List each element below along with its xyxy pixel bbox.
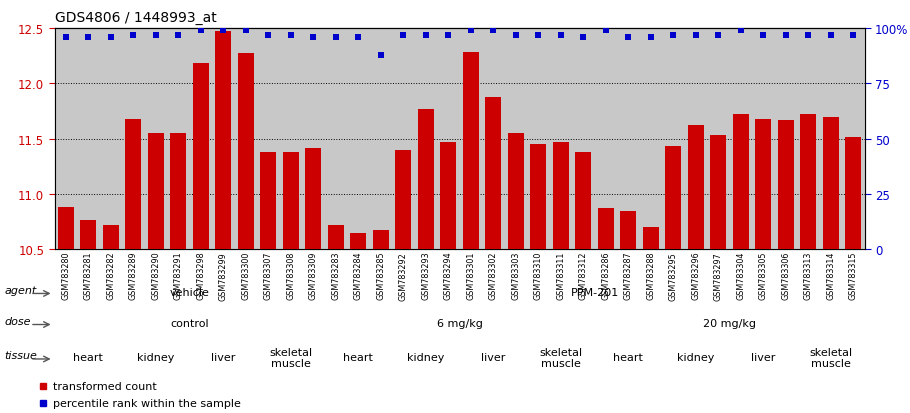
Bar xyxy=(733,115,749,250)
Bar xyxy=(415,29,437,250)
Text: agent: agent xyxy=(5,286,36,296)
Text: liver: liver xyxy=(211,352,236,362)
Text: transformed count: transformed count xyxy=(53,381,157,391)
Bar xyxy=(460,29,482,250)
Bar xyxy=(58,208,74,250)
Bar xyxy=(575,153,592,250)
Bar xyxy=(126,119,141,250)
Text: 20 mg/kg: 20 mg/kg xyxy=(703,318,756,328)
Bar xyxy=(189,29,212,250)
Bar xyxy=(642,228,659,250)
Bar xyxy=(820,29,842,250)
Bar xyxy=(437,29,460,250)
Bar xyxy=(238,55,254,250)
Bar xyxy=(778,121,794,250)
Bar xyxy=(148,134,164,250)
Bar xyxy=(80,220,96,250)
Text: liver: liver xyxy=(751,352,775,362)
Bar xyxy=(396,150,411,250)
Text: kidney: kidney xyxy=(677,352,714,362)
Bar xyxy=(730,29,752,250)
Bar xyxy=(99,29,122,250)
Bar xyxy=(684,29,707,250)
Bar xyxy=(77,29,99,250)
Bar xyxy=(594,29,617,250)
Bar xyxy=(550,29,572,250)
Bar xyxy=(212,29,235,250)
Text: PPM-201: PPM-201 xyxy=(571,287,619,297)
Bar xyxy=(508,134,523,250)
Bar xyxy=(55,29,77,250)
Bar xyxy=(688,126,703,250)
Bar xyxy=(801,115,816,250)
Bar xyxy=(145,29,167,250)
Bar xyxy=(640,29,662,250)
Bar xyxy=(662,29,684,250)
Bar xyxy=(418,109,434,250)
Text: GDS4806 / 1448993_at: GDS4806 / 1448993_at xyxy=(55,11,217,25)
Text: heart: heart xyxy=(74,352,103,362)
Text: 6 mg/kg: 6 mg/kg xyxy=(437,318,482,328)
Bar xyxy=(373,230,389,250)
Bar xyxy=(283,153,298,250)
Bar xyxy=(279,29,302,250)
Bar xyxy=(347,29,369,250)
Bar xyxy=(122,29,145,250)
Bar xyxy=(707,29,730,250)
Bar xyxy=(369,29,392,250)
Bar xyxy=(392,29,415,250)
Text: skeletal
muscle: skeletal muscle xyxy=(809,347,853,368)
Text: skeletal
muscle: skeletal muscle xyxy=(269,347,312,368)
Bar xyxy=(842,29,864,250)
Bar xyxy=(260,153,277,250)
Bar xyxy=(350,233,366,250)
Bar xyxy=(572,29,594,250)
Bar xyxy=(193,64,208,250)
Bar xyxy=(531,145,546,250)
Bar xyxy=(235,29,257,250)
Bar xyxy=(167,29,189,250)
Text: skeletal
muscle: skeletal muscle xyxy=(540,347,582,368)
Bar xyxy=(527,29,550,250)
Bar xyxy=(302,29,325,250)
Bar xyxy=(325,29,347,250)
Bar xyxy=(598,209,613,250)
Bar xyxy=(440,143,456,250)
Bar xyxy=(617,29,640,250)
Text: heart: heart xyxy=(613,352,643,362)
Text: dose: dose xyxy=(5,317,31,327)
Text: liver: liver xyxy=(481,352,505,362)
Text: kidney: kidney xyxy=(137,352,175,362)
Text: heart: heart xyxy=(343,352,373,362)
Bar xyxy=(774,29,797,250)
Bar xyxy=(665,147,682,250)
Bar xyxy=(752,29,774,250)
Bar xyxy=(823,117,839,250)
Bar xyxy=(621,211,636,250)
Bar xyxy=(463,53,479,250)
Text: kidney: kidney xyxy=(407,352,444,362)
Bar xyxy=(755,119,771,250)
Bar xyxy=(103,225,118,250)
Bar xyxy=(797,29,820,250)
Bar xyxy=(216,32,231,250)
Bar xyxy=(485,97,501,250)
Bar xyxy=(328,225,344,250)
Bar xyxy=(306,148,321,250)
Bar xyxy=(553,143,569,250)
Text: vehicle: vehicle xyxy=(169,287,209,297)
Text: control: control xyxy=(170,318,209,328)
Bar xyxy=(482,29,504,250)
Bar xyxy=(170,134,187,250)
Bar xyxy=(845,137,861,250)
Bar xyxy=(504,29,527,250)
Text: percentile rank within the sample: percentile rank within the sample xyxy=(53,398,240,408)
Bar xyxy=(711,136,726,250)
Text: tissue: tissue xyxy=(5,350,37,361)
Bar xyxy=(257,29,279,250)
